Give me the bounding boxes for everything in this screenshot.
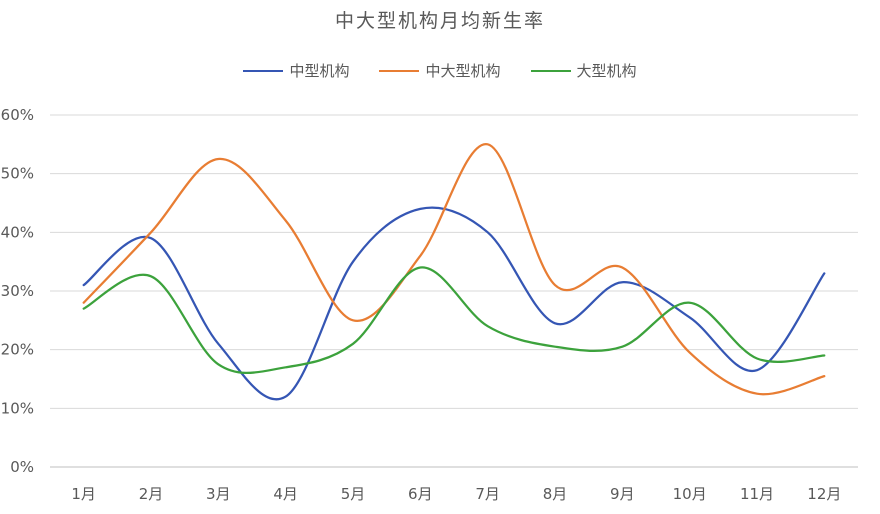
y-tick-label: 10%	[1, 399, 34, 417]
y-axis-ticks: 0% 10% 20% 30% 40% 50% 60%	[1, 106, 34, 476]
legend-swatch-series-2	[530, 69, 571, 72]
legend-swatch-series-1	[379, 69, 420, 72]
x-tick-label: 10月	[673, 485, 707, 503]
legend-item-series-1: 中大型机构	[379, 60, 501, 81]
series-lines	[82, 143, 826, 401]
y-tick-label: 30%	[1, 282, 34, 300]
series-line-0	[82, 206, 826, 401]
chart-title: 中大型机构月均新生率	[334, 10, 545, 32]
x-tick-label: 4月	[273, 485, 298, 503]
legend-label-series-0: 中型机构	[289, 62, 350, 80]
x-tick-label: 7月	[475, 485, 500, 503]
y-tick-label: 20%	[1, 341, 34, 359]
legend: 中型机构 中大型机构 大型机构	[0, 60, 880, 81]
y-tick-label: 60%	[1, 106, 34, 124]
x-tick-label: 1月	[71, 485, 96, 503]
legend-label-series-1: 中大型机构	[425, 62, 501, 80]
x-tick-label: 6月	[408, 485, 433, 503]
x-tick-label: 9月	[610, 485, 635, 503]
series-line-1	[82, 143, 826, 396]
x-tick-label: 2月	[139, 485, 164, 503]
series-line-2	[82, 266, 826, 375]
y-tick-label: 50%	[1, 165, 34, 183]
legend-swatch-series-0	[243, 69, 284, 72]
x-tick-label: 8月	[543, 485, 568, 503]
legend-label-series-2: 大型机构	[576, 62, 637, 80]
x-axis-ticks: 1月 2月 3月 4月 5月 6月 7月 8月 9月 10月 11月 12月	[71, 485, 841, 503]
y-tick-label: 0%	[10, 458, 34, 476]
y-tick-label: 40%	[1, 223, 34, 241]
x-tick-label: 12月	[807, 485, 841, 503]
x-tick-label: 5月	[341, 485, 366, 503]
x-tick-label: 3月	[206, 485, 231, 503]
legend-item-series-0: 中型机构	[243, 60, 349, 81]
x-tick-label: 11月	[740, 485, 774, 503]
legend-item-series-2: 大型机构	[530, 60, 637, 81]
